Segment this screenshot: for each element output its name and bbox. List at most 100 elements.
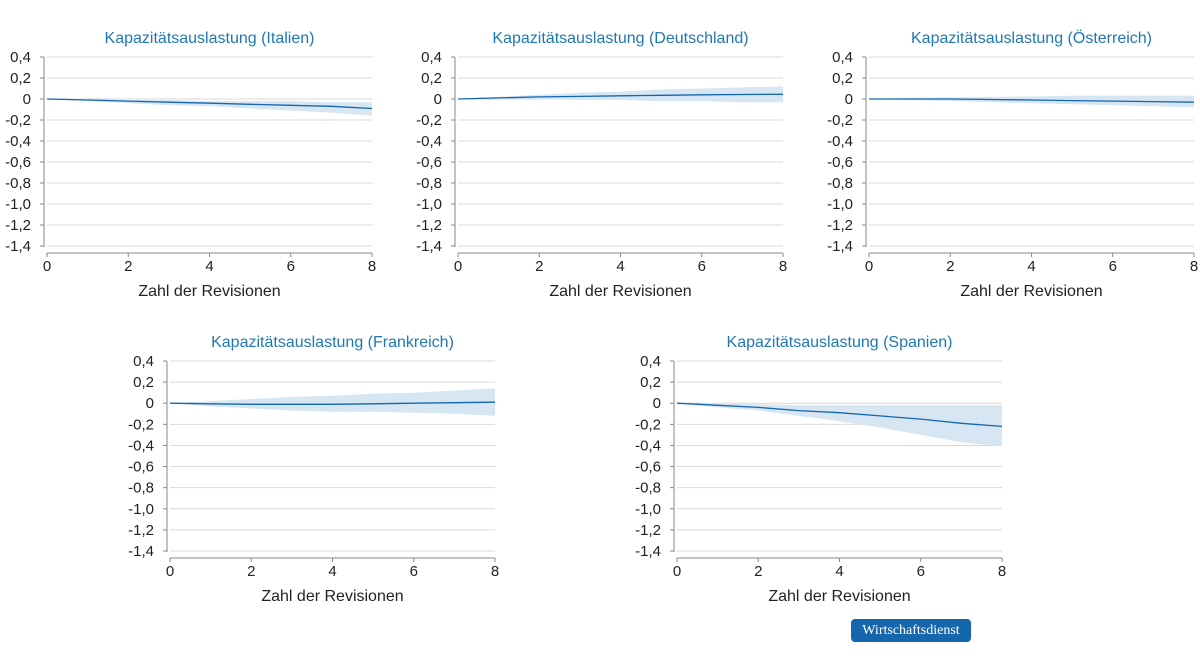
x-tick-label: 0 (865, 258, 873, 275)
y-tick-label: 0 (23, 91, 31, 108)
x-tick-label: 6 (698, 258, 706, 275)
y-tick-label: 0,4 (133, 353, 154, 370)
x-tick-label: 0 (166, 563, 174, 580)
x-axis-title: Zahl der Revisionen (768, 588, 910, 605)
chart-panel-2: Kapazitätsauslastung (Österreich) 0,4 0,2 0… (827, 29, 1198, 300)
chart-panel-4: Kapazitätsauslastung (Spanien) 0,4 0,2 0 -0,… (635, 334, 1006, 605)
y-tick-label: -1,0 (416, 196, 442, 213)
y-tick-label: -0,4 (827, 133, 853, 150)
y-tick-label: -0,8 (827, 175, 853, 192)
y-tick-label: 0 (146, 395, 154, 412)
x-tick-label: 4 (616, 258, 624, 275)
y-tick-label: -0,8 (635, 480, 661, 497)
y-tick-label: -1,4 (635, 543, 661, 560)
y-tick-label: -0,2 (5, 112, 31, 129)
confidence-band (170, 388, 495, 416)
chart-title: Kapazitätsauslastung (Italien) (105, 30, 315, 47)
y-tick-label: -0,6 (416, 154, 442, 171)
y-tick-label: -1,0 (5, 196, 31, 213)
x-tick-label: 6 (410, 563, 418, 580)
y-tick-label: -0,8 (416, 175, 442, 192)
x-tick-label: 0 (673, 563, 681, 580)
x-axis-title: Zahl der Revisionen (138, 283, 280, 300)
x-tick-label: 2 (124, 258, 132, 275)
y-tick-label: 0,2 (832, 70, 853, 87)
chart-panel-3: Kapazitätsauslastung (Frankreich) 0,4 0,2 0… (128, 334, 499, 605)
y-tick-label: 0,2 (421, 70, 442, 87)
x-tick-label: 4 (1027, 258, 1035, 275)
y-tick-label: -0,4 (128, 437, 154, 454)
y-tick-label: -1,4 (128, 543, 154, 560)
series-line (169, 401, 496, 405)
y-tick-label: -1,4 (827, 238, 853, 255)
y-tick-label: -0,2 (635, 416, 661, 433)
y-tick-label: 0,2 (10, 70, 31, 87)
y-tick-label: 0,2 (133, 374, 154, 391)
y-tick-label: -0,2 (827, 112, 853, 129)
x-tick-label: 0 (43, 258, 51, 275)
y-tick-label: -0,2 (128, 416, 154, 433)
y-tick-label: 0,4 (832, 49, 853, 66)
y-tick-label: -0,4 (635, 437, 661, 454)
series-line (676, 402, 1003, 428)
series-line (869, 98, 1195, 103)
confidence-band (47, 99, 372, 116)
y-tick-label: 0 (845, 91, 853, 108)
x-tick-label: 2 (754, 563, 762, 580)
y-tick-label: -1,2 (635, 522, 661, 539)
y-tick-label: -1,0 (827, 196, 853, 213)
y-tick-label: -0,6 (635, 459, 661, 476)
y-tick-label: -1,2 (5, 217, 31, 234)
y-tick-label: -0,4 (416, 133, 442, 150)
x-tick-label: 6 (287, 258, 295, 275)
x-tick-label: 4 (328, 563, 336, 580)
y-tick-label: 0,4 (640, 353, 661, 370)
x-tick-label: 0 (454, 258, 462, 275)
chart-panel-0: Kapazitätsauslastung (Italien) 0,4 0,2 0 -0,… (5, 30, 376, 300)
x-axis-title: Zahl der Revisionen (261, 588, 403, 605)
series-line (46, 98, 373, 110)
confidence-band (458, 86, 783, 103)
x-tick-label: 8 (368, 258, 376, 275)
y-tick-label: -0,6 (5, 154, 31, 171)
y-tick-label: 0,4 (10, 49, 31, 66)
y-tick-label: 0 (653, 395, 661, 412)
x-tick-label: 4 (835, 563, 843, 580)
wirtschaftsdienst-logo-badge: Wirtschaftsdienst (851, 619, 971, 642)
y-tick-label: -0,6 (128, 459, 154, 476)
x-tick-label: 2 (946, 258, 954, 275)
y-tick-label: -1,2 (128, 522, 154, 539)
x-tick-label: 8 (1190, 258, 1198, 275)
chart-title: Kapazitätsauslastung (Spanien) (727, 334, 953, 351)
x-tick-label: 6 (917, 563, 925, 580)
x-tick-label: 8 (779, 258, 787, 275)
y-tick-label: -0,2 (416, 112, 442, 129)
x-tick-label: 6 (1109, 258, 1117, 275)
y-tick-label: 0 (434, 91, 442, 108)
y-tick-label: 0,4 (421, 49, 442, 66)
y-tick-label: -1,2 (827, 217, 853, 234)
y-tick-label: 0,2 (640, 374, 661, 391)
y-tick-label: -1,4 (5, 238, 31, 255)
y-tick-label: -0,8 (128, 480, 154, 497)
y-tick-label: -1,2 (416, 217, 442, 234)
x-axis-title: Zahl der Revisionen (960, 283, 1102, 300)
confidence-band (677, 403, 1002, 447)
x-tick-label: 2 (247, 563, 255, 580)
y-tick-label: -0,8 (5, 175, 31, 192)
chart-panel-1: Kapazitätsauslastung (Deutschland) 0,4 0,2… (416, 30, 787, 300)
chart-title: Kapazitätsauslastung (Österreich) (911, 29, 1152, 47)
chart-title: Kapazitätsauslastung (Frankreich) (211, 334, 454, 351)
x-tick-label: 2 (535, 258, 543, 275)
y-tick-label: -1,0 (128, 501, 154, 518)
y-tick-label: -1,4 (416, 238, 442, 255)
series-line (457, 93, 784, 100)
y-tick-label: -0,6 (827, 154, 853, 171)
y-tick-label: -1,0 (635, 501, 661, 518)
x-tick-label: 8 (998, 563, 1006, 580)
x-axis-title: Zahl der Revisionen (549, 283, 691, 300)
chart-title: Kapazitätsauslastung (Deutschland) (492, 30, 748, 47)
x-tick-label: 8 (491, 563, 499, 580)
x-tick-label: 4 (205, 258, 213, 275)
